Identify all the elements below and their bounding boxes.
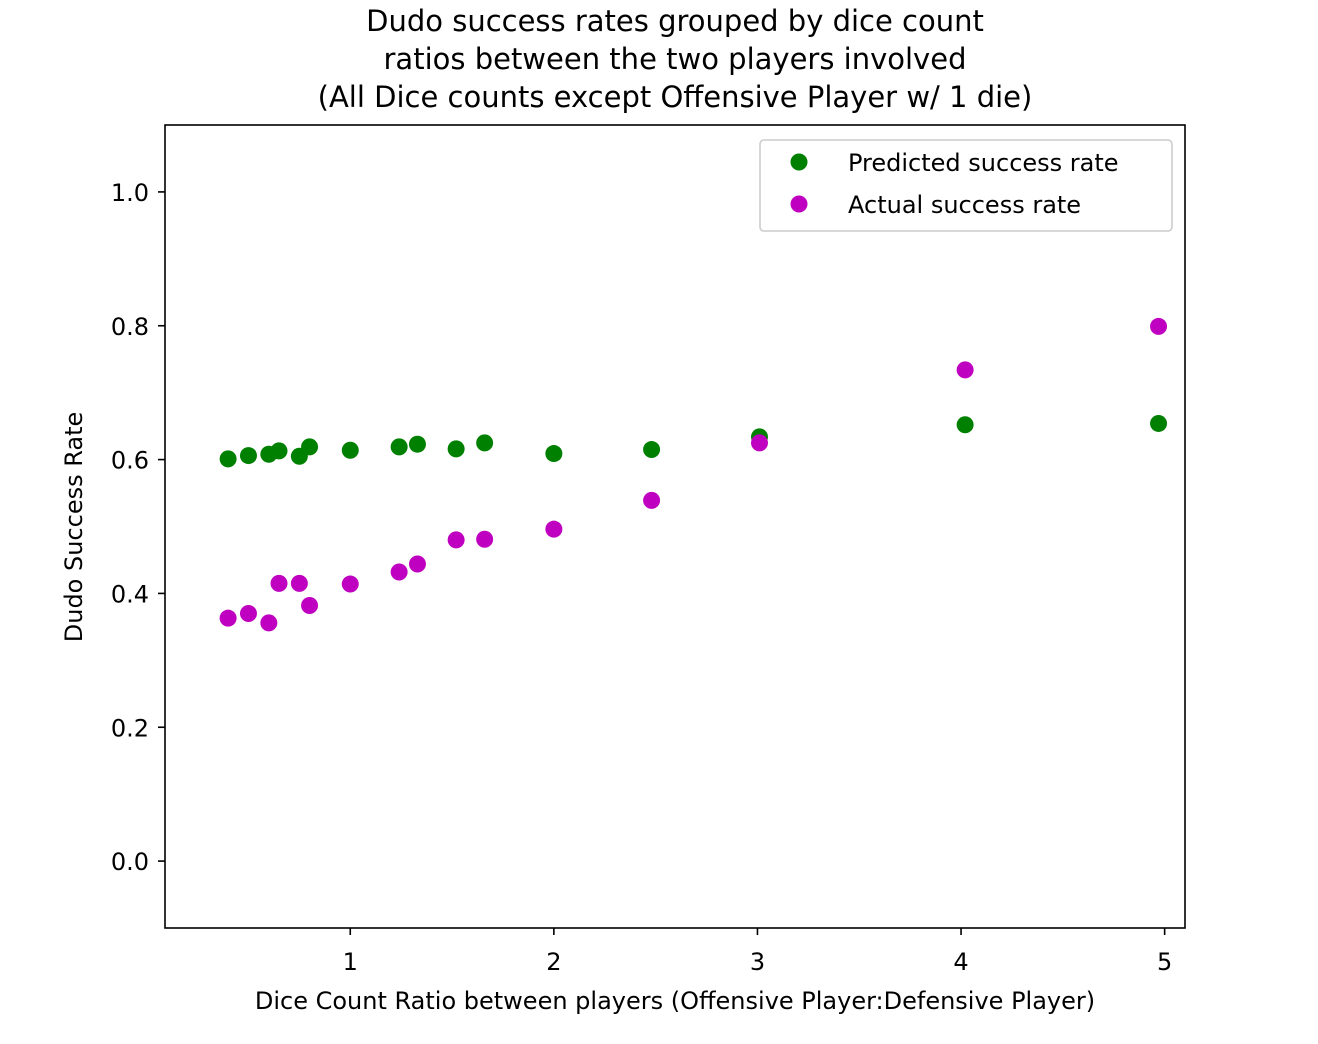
point-predicted	[643, 441, 660, 458]
x-tick-label: 1	[343, 948, 358, 976]
point-predicted	[448, 440, 465, 457]
point-actual	[271, 575, 288, 592]
y-tick-label: 1.0	[111, 179, 149, 207]
point-predicted	[545, 445, 562, 462]
point-actual	[448, 531, 465, 548]
point-actual	[1150, 318, 1167, 335]
point-predicted	[220, 450, 237, 467]
point-actual	[476, 531, 493, 548]
point-actual	[342, 576, 359, 593]
y-tick-label: 0.0	[111, 848, 149, 876]
legend-marker-predicted	[791, 154, 808, 171]
point-actual	[291, 575, 308, 592]
point-predicted	[301, 438, 318, 455]
point-actual	[751, 434, 768, 451]
point-actual	[409, 555, 426, 572]
y-axis-label: Dudo Success Rate	[60, 412, 88, 643]
y-tick-label: 0.6	[111, 447, 149, 475]
point-predicted	[957, 416, 974, 433]
chart-title: Dudo success rates grouped by dice count…	[318, 4, 1033, 114]
point-actual	[545, 521, 562, 538]
legend: Predicted success rate Actual success ra…	[760, 140, 1172, 231]
point-predicted	[391, 438, 408, 455]
point-actual	[957, 361, 974, 378]
chart-title-line-2: ratios between the two players involved	[384, 42, 967, 76]
chart-title-line-1: Dudo success rates grouped by dice count	[366, 4, 984, 38]
x-tick-label: 5	[1157, 948, 1172, 976]
point-actual	[391, 564, 408, 581]
point-predicted	[271, 442, 288, 459]
legend-label-predicted: Predicted success rate	[848, 149, 1119, 177]
point-actual	[240, 605, 257, 622]
point-actual	[301, 597, 318, 614]
x-tick-label: 4	[953, 948, 968, 976]
point-predicted	[342, 442, 359, 459]
point-predicted	[409, 436, 426, 453]
point-actual	[260, 614, 277, 631]
point-predicted	[1150, 415, 1167, 432]
x-tick-label: 2	[546, 948, 561, 976]
chart-title-line-3: (All Dice counts except Offensive Player…	[318, 80, 1033, 114]
legend-label-actual: Actual success rate	[848, 191, 1081, 219]
x-axis-label: Dice Count Ratio between players (Offens…	[255, 987, 1095, 1015]
legend-marker-actual	[791, 196, 808, 213]
point-actual	[643, 492, 660, 509]
point-actual	[220, 610, 237, 627]
y-tick-label: 0.2	[111, 714, 149, 742]
x-tick-label: 3	[750, 948, 765, 976]
y-tick-label: 0.8	[111, 313, 149, 341]
point-predicted	[476, 434, 493, 451]
point-predicted	[240, 447, 257, 464]
y-tick-label: 0.4	[111, 580, 149, 608]
